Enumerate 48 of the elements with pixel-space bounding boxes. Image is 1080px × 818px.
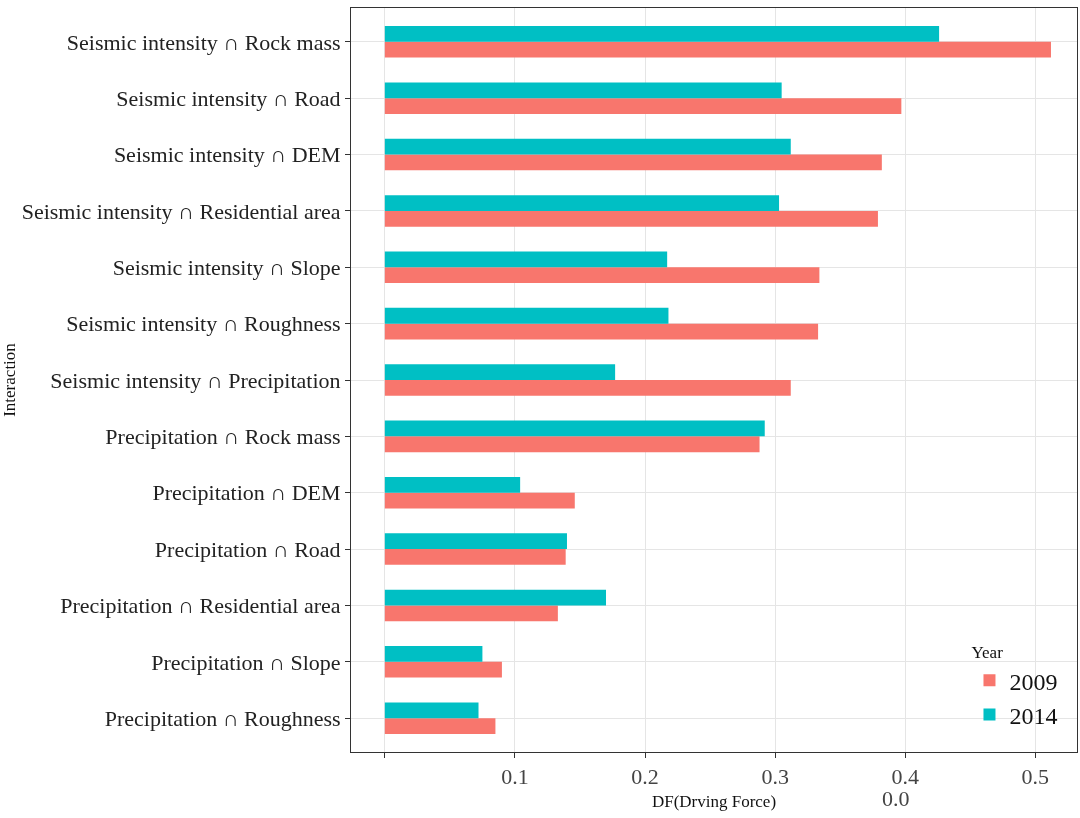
bar — [384, 549, 566, 565]
bar — [384, 364, 616, 380]
y-tick-label: Precipitation ∩ Roughness — [104, 705, 341, 731]
x-tick-label: 0.3 — [761, 764, 789, 790]
x-axis-title: DF(Drving Force) — [651, 791, 777, 811]
legend-label: 2009 — [1009, 668, 1058, 695]
bar — [384, 154, 882, 171]
bar — [384, 307, 669, 324]
bar — [384, 589, 607, 606]
bar — [384, 646, 483, 662]
bar — [384, 533, 567, 550]
x-tick-label: 0.2 — [631, 764, 659, 790]
y-tick-label: Seismic intensity ∩ Rock mass — [66, 29, 341, 55]
x-tick-label: 0.1 — [501, 764, 529, 790]
y-tick-label: Seismic intensity ∩ Precipitation — [50, 367, 341, 393]
bar — [384, 661, 502, 678]
bar — [384, 492, 575, 509]
bar — [384, 267, 820, 284]
bar — [384, 98, 902, 114]
bar — [384, 718, 496, 734]
y-tick-label: Precipitation ∩ Road — [154, 536, 341, 562]
y-tick-label: Precipitation ∩ Slope — [151, 649, 341, 675]
y-tick-label: Seismic intensity ∩ DEM — [113, 142, 341, 168]
bar — [384, 605, 558, 622]
bar — [384, 420, 765, 437]
legend-label: 2014 — [1009, 702, 1058, 729]
bar — [384, 138, 791, 155]
y-tick-label: Seismic intensity ∩ Slope — [112, 254, 341, 280]
bar — [384, 702, 479, 719]
bar — [384, 380, 791, 396]
y-tick-label: Seismic intensity ∩ Road — [116, 85, 341, 111]
y-tick-label: Precipitation ∩ Rock mass — [105, 424, 341, 450]
x-tick-label: 0.5 — [1021, 764, 1050, 790]
y-tick-label: Seismic intensity ∩ Residential area — [21, 198, 341, 224]
bar — [384, 210, 878, 227]
bar — [384, 41, 1051, 58]
legend-title: Year — [971, 643, 1004, 663]
bar — [384, 436, 760, 453]
y-tick-label: Precipitation ∩ DEM — [152, 480, 341, 506]
bar — [384, 82, 782, 99]
bar — [384, 251, 668, 268]
y-tick-label: Seismic intensity ∩ Roughness — [66, 311, 341, 337]
bar — [384, 476, 521, 493]
bar — [384, 26, 940, 42]
y-tick-label: Precipitation ∩ Residential area — [60, 593, 341, 619]
y-axis-title: Interaction — [0, 342, 19, 417]
bar — [384, 323, 819, 340]
bar — [384, 195, 780, 211]
